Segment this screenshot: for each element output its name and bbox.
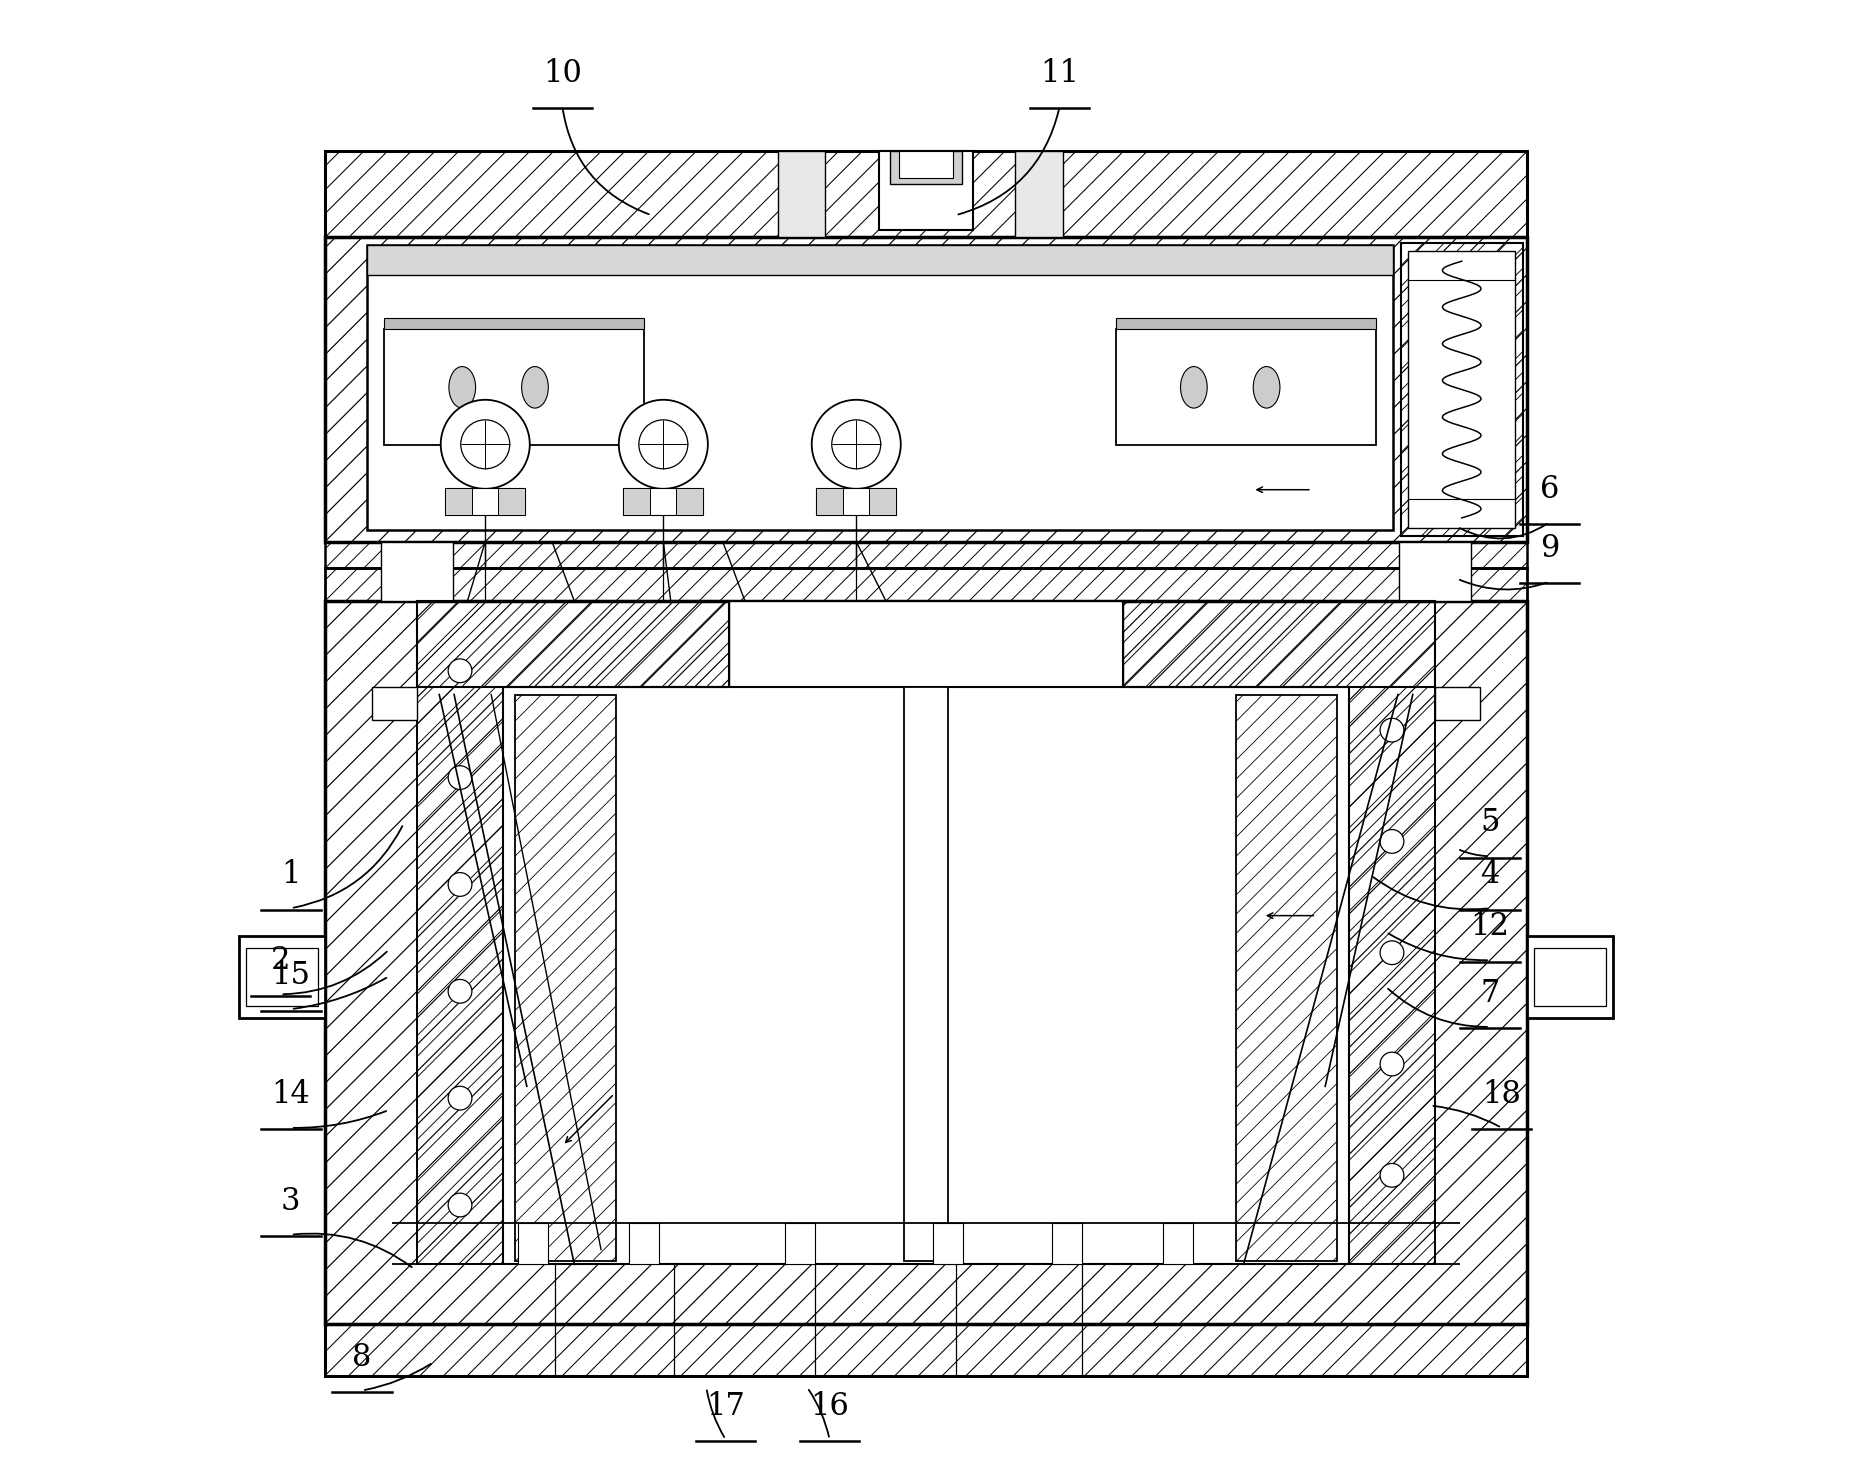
Bar [385, 318, 644, 329]
Text: 9: 9 [1539, 533, 1559, 564]
Bar [1528, 936, 1613, 1018]
Bar [1348, 687, 1435, 1264]
Bar [904, 687, 948, 1261]
Bar [624, 488, 650, 515]
Text: 6: 6 [1539, 473, 1559, 505]
Bar [515, 695, 617, 1261]
Text: 15: 15 [272, 960, 311, 991]
Bar [900, 151, 952, 178]
Circle shape [1380, 830, 1404, 853]
Bar [817, 488, 843, 515]
Circle shape [448, 1193, 472, 1217]
Bar [1124, 601, 1435, 687]
Bar [933, 1223, 963, 1264]
Bar [519, 1223, 548, 1264]
Circle shape [448, 766, 472, 789]
Bar [372, 687, 417, 720]
Circle shape [448, 979, 472, 1003]
Circle shape [448, 1086, 472, 1110]
Ellipse shape [448, 367, 476, 408]
Bar [444, 488, 526, 515]
Bar [324, 601, 1528, 1324]
Text: 16: 16 [809, 1391, 848, 1422]
Bar [324, 568, 1528, 601]
Text: 12: 12 [1470, 911, 1509, 942]
Bar [630, 1223, 659, 1264]
Circle shape [1380, 941, 1404, 965]
Bar [891, 151, 961, 184]
Bar [367, 245, 1393, 530]
Bar [498, 488, 524, 515]
Text: 14: 14 [272, 1079, 311, 1110]
Text: 2: 2 [270, 945, 291, 976]
Ellipse shape [1254, 367, 1280, 408]
Bar [1163, 1223, 1193, 1264]
Text: 3: 3 [282, 1186, 300, 1217]
Text: 4: 4 [1480, 859, 1500, 890]
Circle shape [1380, 1163, 1404, 1187]
Bar [1117, 329, 1376, 445]
Circle shape [1380, 1052, 1404, 1076]
Bar [869, 488, 896, 515]
Bar [1400, 542, 1470, 601]
Bar [785, 1223, 815, 1264]
Bar [778, 151, 826, 237]
Bar [1117, 318, 1376, 329]
Bar [676, 488, 704, 515]
Text: 8: 8 [352, 1342, 372, 1373]
Text: 10: 10 [543, 58, 582, 89]
Bar [385, 329, 644, 445]
Circle shape [448, 659, 472, 683]
Bar [817, 488, 896, 515]
Bar [324, 237, 1528, 542]
Bar [444, 488, 472, 515]
Circle shape [619, 399, 707, 488]
Text: 1: 1 [282, 859, 300, 890]
Bar [246, 948, 317, 1006]
Text: 18: 18 [1482, 1079, 1520, 1110]
Ellipse shape [522, 367, 548, 408]
Bar [382, 542, 452, 601]
Circle shape [811, 399, 900, 488]
Text: 7: 7 [1480, 978, 1500, 1009]
Bar [1235, 695, 1337, 1261]
Text: 11: 11 [1041, 58, 1080, 89]
Bar [1535, 948, 1606, 1006]
Bar [324, 151, 1528, 237]
Circle shape [1380, 718, 1404, 742]
Circle shape [441, 399, 530, 488]
Bar [1052, 1223, 1082, 1264]
Bar [324, 1324, 1528, 1376]
Bar [878, 151, 974, 230]
Circle shape [448, 873, 472, 896]
Text: 17: 17 [706, 1391, 745, 1422]
Bar [1435, 687, 1480, 720]
Bar [417, 687, 504, 1264]
Bar [324, 542, 1528, 568]
Bar [1015, 151, 1063, 237]
Bar [728, 601, 1124, 687]
Bar [367, 245, 1393, 275]
Bar [1408, 251, 1515, 528]
Ellipse shape [1180, 367, 1208, 408]
Bar [1400, 243, 1522, 536]
Bar [624, 488, 704, 515]
Bar [417, 601, 728, 687]
Bar [239, 936, 324, 1018]
Bar [504, 687, 1348, 1264]
Text: 5: 5 [1480, 807, 1500, 838]
